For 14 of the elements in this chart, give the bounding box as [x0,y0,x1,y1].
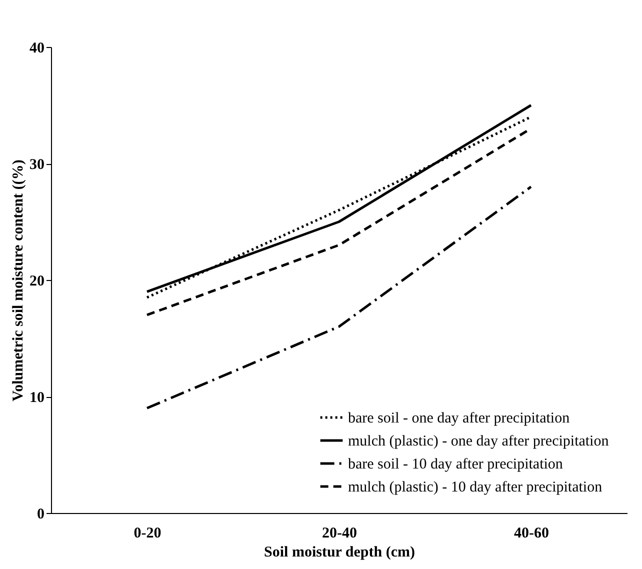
legend-label: mulch (plastic) - one day after precipitation [348,434,610,450]
legend-label: bare soil - one day after precipitation [348,410,570,426]
x-tick-label: 20-40 [322,526,357,542]
x-tick-label: 0-20 [134,526,162,542]
y-tick-label: 10 [30,390,44,406]
x-axis-title: Soil moistur depth (cm) [264,544,415,560]
legend-label: mulch (plastic) - 10 day after precipitation [348,480,603,496]
y-tick-label: 0 [37,506,44,522]
legend-label: bare soil - 10 day after precipitation [348,456,564,472]
y-tick-label: 20 [30,274,44,290]
y-tick-label: 30 [30,157,44,173]
x-tick-label: 40-60 [514,526,549,542]
y-axis-title: Volumetric soil moisture content ((%) [10,160,26,402]
y-tick-label: 40 [30,40,44,56]
